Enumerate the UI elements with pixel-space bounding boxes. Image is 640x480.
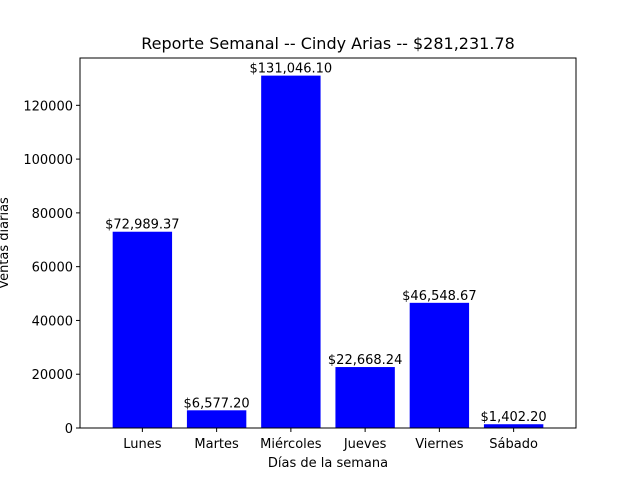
bar-value-label-4: $46,548.67 <box>402 289 476 304</box>
x-tick-label-4: Viernes <box>415 437 464 452</box>
bar-1 <box>186 410 247 428</box>
y-tick-label-6: 120000 <box>23 99 73 114</box>
bar-5 <box>483 424 544 428</box>
x-tick-label-1: Martes <box>194 437 239 452</box>
chart-title: Reporte Semanal -- Cindy Arias -- $281,2… <box>141 34 515 53</box>
y-tick-label-0: 0 <box>65 422 73 437</box>
bar-0 <box>112 231 173 428</box>
x-tick-label-2: Miércoles <box>260 437 322 452</box>
x-axis: Lunes Martes Miércoles Jueves Viernes Sábado <box>123 428 538 452</box>
bar-value-label-0: $72,989.37 <box>105 218 179 233</box>
bar-value-labels: $72,989.37 $6,577.20 $131,046.10 $22,668.24… <box>105 62 547 426</box>
bar-value-label-1: $6,577.20 <box>184 396 250 411</box>
bar-4 <box>409 302 470 428</box>
y-tick-label-4: 80000 <box>32 207 73 222</box>
bar-value-label-2: $131,046.10 <box>250 62 333 77</box>
y-axis-label: Ventas diarias <box>0 197 12 289</box>
x-tick-label-0: Lunes <box>123 437 161 452</box>
y-tick-label-3: 60000 <box>32 261 73 276</box>
x-tick-label-5: Sábado <box>489 437 538 452</box>
bar-3 <box>335 367 395 428</box>
plot-bars <box>112 75 544 429</box>
y-tick-label-5: 100000 <box>23 153 73 168</box>
y-tick-label-2: 40000 <box>32 314 73 329</box>
x-tick-label-3: Jueves <box>343 437 387 452</box>
y-axis: 0 20000 40000 60000 80000 100000 120000 <box>23 99 80 437</box>
bar-value-label-3: $22,668.24 <box>328 353 402 368</box>
plot-frame <box>79 57 577 429</box>
bar-2 <box>261 75 321 429</box>
x-axis-label: Días de la semana <box>268 456 388 471</box>
bar-value-label-5: $1,402.20 <box>481 410 547 425</box>
y-tick-label-1: 20000 <box>32 368 73 383</box>
